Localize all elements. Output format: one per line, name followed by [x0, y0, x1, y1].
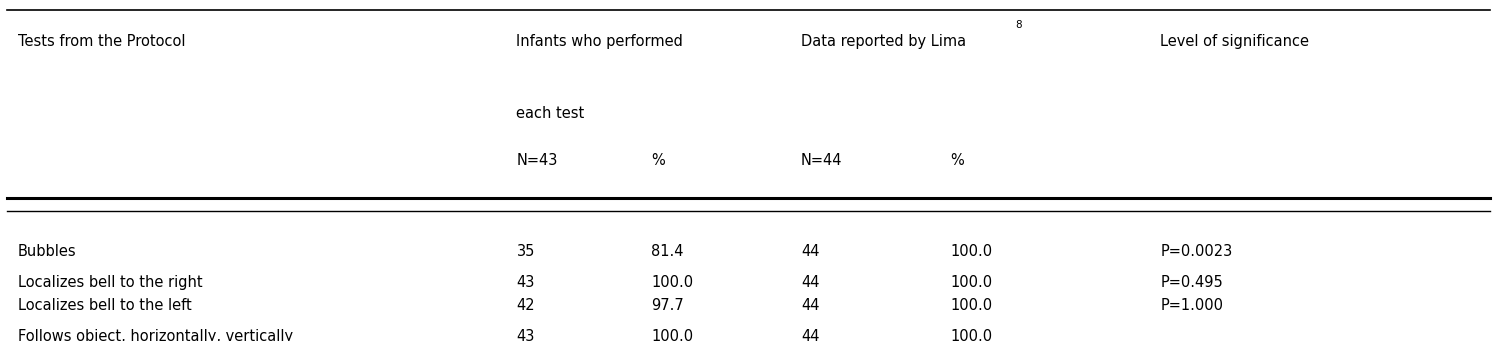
- Text: Localizes bell to the right: Localizes bell to the right: [18, 275, 202, 290]
- Text: 100.0: 100.0: [651, 329, 693, 341]
- Text: N=44: N=44: [801, 153, 843, 168]
- Text: %: %: [651, 153, 665, 168]
- Text: 100.0: 100.0: [951, 275, 993, 290]
- Text: Localizes bell to the left: Localizes bell to the left: [18, 298, 192, 313]
- Text: P=0.495: P=0.495: [1160, 275, 1223, 290]
- Text: 44: 44: [801, 275, 819, 290]
- Text: 100.0: 100.0: [651, 275, 693, 290]
- Text: Infants who performed: Infants who performed: [516, 34, 683, 49]
- Text: Follows object, horizontally, vertically: Follows object, horizontally, vertically: [18, 329, 293, 341]
- Text: Bubbles: Bubbles: [18, 244, 76, 259]
- Text: Data reported by Lima: Data reported by Lima: [801, 34, 966, 49]
- Text: %: %: [951, 153, 964, 168]
- Text: 44: 44: [801, 244, 819, 259]
- Text: Level of significance: Level of significance: [1160, 34, 1310, 49]
- Text: 42: 42: [516, 298, 534, 313]
- Text: 44: 44: [801, 298, 819, 313]
- Text: N=43: N=43: [516, 153, 558, 168]
- Text: Tests from the Protocol: Tests from the Protocol: [18, 34, 186, 49]
- Text: 8: 8: [1015, 20, 1021, 30]
- Text: 81.4: 81.4: [651, 244, 684, 259]
- Text: 100.0: 100.0: [951, 329, 993, 341]
- Text: 43: 43: [516, 329, 534, 341]
- Text: P=0.0023: P=0.0023: [1160, 244, 1232, 259]
- Text: 100.0: 100.0: [951, 298, 993, 313]
- Text: 100.0: 100.0: [951, 244, 993, 259]
- Text: P=1.000: P=1.000: [1160, 298, 1223, 313]
- Text: 44: 44: [801, 329, 819, 341]
- Text: 97.7: 97.7: [651, 298, 684, 313]
- Text: 35: 35: [516, 244, 534, 259]
- Text: 43: 43: [516, 275, 534, 290]
- Text: each test: each test: [516, 106, 585, 121]
